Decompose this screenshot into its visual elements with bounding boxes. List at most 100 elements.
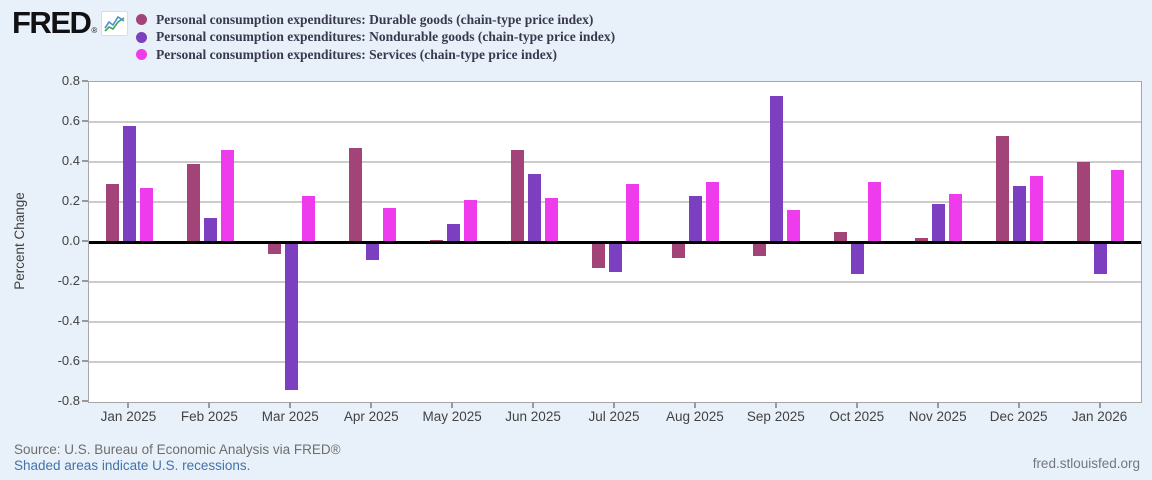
bar-nondurable-goods <box>689 196 702 242</box>
y-axis-tick-label: 0.0 <box>61 233 80 248</box>
legend-label-services: Personal consumption expenditures: Servi… <box>156 46 557 62</box>
x-axis-tick-label: Apr 2025 <box>343 409 399 424</box>
x-axis-tick <box>289 402 292 408</box>
x-axis-tick <box>1098 402 1101 408</box>
fred-logo-text: FRED <box>12 5 92 40</box>
legend-label-durable-goods: Personal consumption expenditures: Durab… <box>156 11 594 27</box>
y-axis-tick <box>82 320 88 322</box>
bar-durable-goods <box>915 238 928 242</box>
bar-nondurable-goods <box>285 242 298 390</box>
y-axis-title: Percent Change <box>12 192 27 290</box>
legend-item-services: Personal consumption expenditures: Servi… <box>136 46 615 64</box>
bar-durable-goods <box>268 242 281 254</box>
y-axis-tick-label: -0.6 <box>57 353 80 368</box>
bar-nondurable-goods <box>851 242 864 274</box>
x-axis-tick <box>855 402 858 408</box>
y-axis-tick <box>82 400 88 402</box>
y-axis-tick <box>82 240 88 242</box>
source-text: Source: U.S. Bureau of Economic Analysis… <box>14 442 341 457</box>
legend: Personal consumption expenditures: Durab… <box>136 11 615 64</box>
bar-nondurable-goods <box>204 218 217 242</box>
legend-marker-nondurable-goods <box>136 31 147 43</box>
bar-services <box>1030 176 1043 242</box>
y-axis-tick-label: -0.8 <box>57 393 80 408</box>
bar-nondurable-goods <box>932 204 945 242</box>
x-axis-tick-label: Mar 2025 <box>261 409 319 424</box>
bar-durable-goods <box>1077 162 1090 242</box>
x-axis-tick-label: Sep 2025 <box>746 409 805 424</box>
bar-services <box>545 198 558 242</box>
x-axis-tick-label: Oct 2025 <box>829 409 885 424</box>
gridline <box>89 281 1141 283</box>
gridline <box>89 361 1141 363</box>
legend-marker-services <box>136 49 147 61</box>
x-axis-tick <box>127 402 130 408</box>
bar-services <box>383 208 396 242</box>
y-axis-tick-label: 0.2 <box>61 193 80 208</box>
x-axis-tick <box>532 402 535 408</box>
legend-label-nondurable-goods: Personal consumption expenditures: Nondu… <box>156 29 616 45</box>
bar-durable-goods <box>592 242 605 268</box>
fred-logo-sparkline-icon <box>101 11 129 36</box>
bar-nondurable-goods <box>609 242 622 272</box>
x-axis-tick <box>613 402 615 408</box>
bar-nondurable-goods <box>770 96 783 242</box>
bar-durable-goods <box>349 148 362 242</box>
bar-services <box>949 194 962 242</box>
y-axis-tick-label: -0.2 <box>57 273 80 288</box>
x-axis-tick <box>1017 402 1020 408</box>
x-axis-tick-label: Jun 2025 <box>505 409 561 424</box>
bar-durable-goods <box>106 184 119 242</box>
gridline <box>89 161 1141 163</box>
legend-item-nondurable-goods: Personal consumption expenditures: Nondu… <box>136 29 615 47</box>
x-axis-tick <box>774 402 777 408</box>
bar-services <box>464 200 477 242</box>
bar-nondurable-goods <box>366 242 379 260</box>
bar-services <box>787 210 800 242</box>
bar-nondurable-goods <box>1094 242 1107 274</box>
y-axis-tick <box>82 120 88 122</box>
bar-nondurable-goods <box>123 126 136 242</box>
gridline <box>89 321 1141 323</box>
bar-services <box>140 188 153 242</box>
y-axis-tick-label: 0.8 <box>61 73 80 88</box>
x-axis-tick-label: Nov 2025 <box>908 409 967 424</box>
bar-nondurable-goods <box>528 174 541 242</box>
legend-item-durable-goods: Personal consumption expenditures: Durab… <box>136 11 615 29</box>
y-axis-tick <box>82 80 88 82</box>
bar-durable-goods <box>672 242 685 258</box>
x-axis-tick-label: Aug 2025 <box>666 409 724 424</box>
recession-note-link[interactable]: Shaded areas indicate U.S. recessions. <box>14 458 251 473</box>
bar-durable-goods <box>187 164 200 242</box>
y-axis-tick-label: -0.4 <box>57 313 80 328</box>
bar-services <box>626 184 639 242</box>
bar-services <box>302 196 315 242</box>
x-axis-tick <box>370 402 373 408</box>
x-axis-tick-label: Dec 2025 <box>989 409 1048 424</box>
y-axis-tick <box>82 280 88 282</box>
y-axis-tick-label: 0.4 <box>61 153 80 168</box>
plot-area <box>88 81 1142 403</box>
x-axis-tick <box>693 402 696 408</box>
bar-nondurable-goods <box>447 224 460 242</box>
gridline <box>89 121 1141 123</box>
bar-durable-goods <box>996 136 1009 242</box>
gridline <box>89 201 1141 203</box>
x-axis-tick <box>451 402 454 408</box>
zero-line <box>89 240 1141 244</box>
fred-logo[interactable]: FRED ® <box>12 5 129 40</box>
x-axis-tick-label: May 2025 <box>422 409 482 424</box>
x-axis-tick-label: Jan 2025 <box>100 409 157 424</box>
x-axis-tick-label: Feb 2025 <box>180 409 238 424</box>
bar-services <box>706 182 719 242</box>
y-axis-tick <box>82 360 88 362</box>
x-axis-tick-label: Jan 2026 <box>1071 409 1128 424</box>
bar-durable-goods <box>511 150 524 242</box>
fred-site-link[interactable]: fred.stlouisfed.org <box>1032 456 1140 471</box>
bar-nondurable-goods <box>1013 186 1026 242</box>
y-axis-tick-label: 0.6 <box>61 113 80 128</box>
registered-trademark-icon: ® <box>91 26 98 35</box>
x-axis-tick <box>936 402 939 408</box>
bar-services <box>1111 170 1124 242</box>
